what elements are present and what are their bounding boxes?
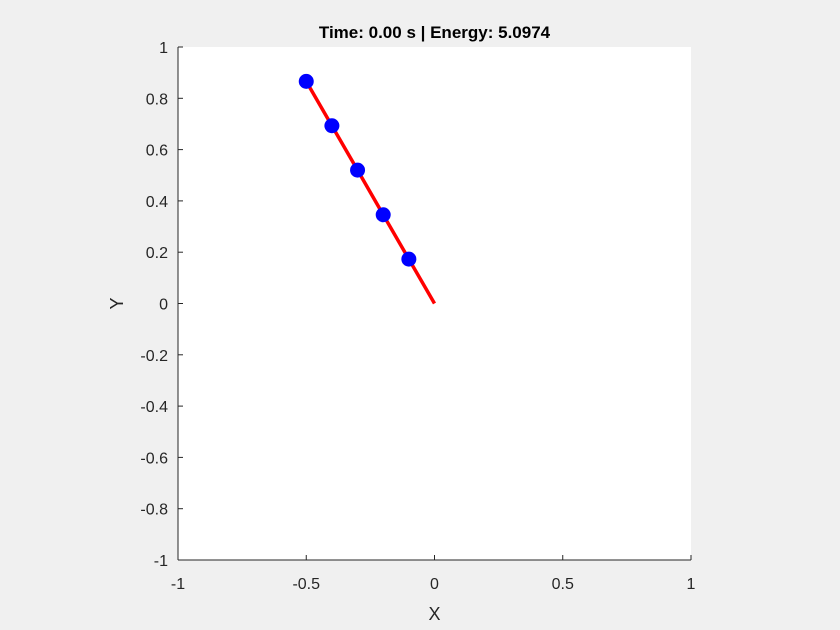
- y-tick-label: -0.2: [140, 348, 168, 365]
- x-tick-label: 0.5: [552, 576, 574, 593]
- y-tick-label: -0.8: [140, 502, 168, 519]
- x-tick-label: -0.5: [292, 576, 320, 593]
- x-tick-label: -1: [171, 576, 185, 593]
- y-tick-label: 0.4: [146, 194, 168, 211]
- y-tick-label: -0.4: [140, 399, 168, 416]
- mass-point: [324, 118, 340, 134]
- y-tick-label: -0.6: [140, 450, 168, 467]
- plot-area: [298, 73, 437, 305]
- chart-title: Time: 0.00 s | Energy: 5.0974: [319, 23, 551, 42]
- pendulum-rod-line: [304, 80, 437, 305]
- x-ticks: -1 -0.5 0 0.5 1: [171, 555, 696, 593]
- y-tick-label: 1: [159, 40, 168, 57]
- y-ticks: -1 -0.8 -0.6 -0.4 -0.2 0 0.2 0.4 0.6 0.8 1: [140, 40, 183, 570]
- x-tick-label: 0: [430, 576, 439, 593]
- mass-point: [375, 207, 391, 223]
- mass-point: [350, 162, 366, 178]
- x-axis-label: X: [428, 604, 440, 624]
- mass-point: [401, 251, 417, 267]
- y-axis-label: Y: [107, 297, 127, 309]
- y-tick-label: 0: [159, 297, 168, 314]
- mass-point: [298, 73, 314, 89]
- x-tick-label: 1: [687, 576, 696, 593]
- y-tick-label: 0.8: [146, 91, 168, 108]
- y-tick-label: -1: [154, 553, 168, 570]
- y-tick-label: 0.6: [146, 143, 168, 160]
- y-tick-label: 0.2: [146, 245, 168, 262]
